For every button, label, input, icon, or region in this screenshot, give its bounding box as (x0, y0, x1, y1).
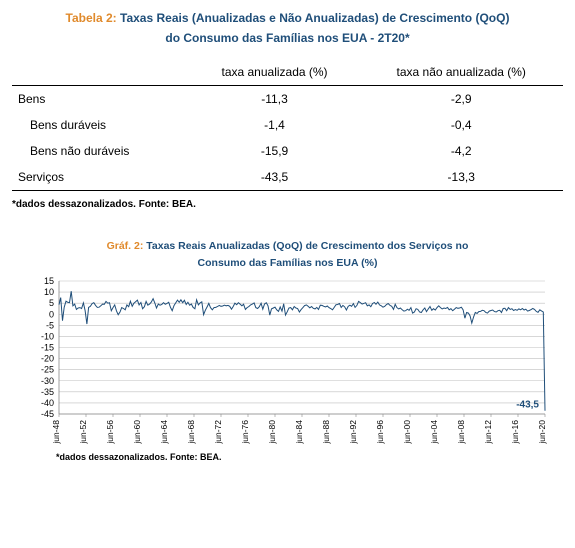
x-tick-label: jun-68 (186, 420, 196, 445)
x-tick-label: jun-60 (132, 420, 142, 445)
chart-title: Gráf. 2: Taxas Reais Anualizadas (QoQ) d… (12, 238, 563, 276)
x-tick-label: jun-76 (240, 420, 250, 445)
y-tick-label: -30 (40, 376, 53, 386)
y-tick-label: -5 (45, 321, 53, 331)
y-tick-label: 0 (48, 310, 53, 320)
row-v1: -11,3 (190, 85, 360, 112)
y-tick-label: -35 (40, 387, 53, 397)
table-header-row: taxa anualizada (%) taxa não anualizada … (12, 57, 563, 86)
x-tick-label: jun-04 (429, 420, 439, 445)
table-title: Tabela 2: Taxas Reais (Anualizadas e Não… (12, 8, 563, 49)
line-chart: -45-40-35-30-25-20-15-10-505 1015 jun-48 ju… (23, 275, 553, 450)
x-tick-label: jun-08 (456, 420, 466, 445)
table-title-prefix: Tabela 2: (66, 11, 117, 25)
row-v2: -4,2 (359, 138, 563, 164)
y-tick-label: -15 (40, 343, 53, 353)
row-v2: -0,4 (359, 112, 563, 138)
x-tick-label: jun-52 (78, 420, 88, 445)
table-row: Bens não duráveis-15,9-4,2 (12, 138, 563, 164)
y-tick-label: -10 (40, 332, 53, 342)
row-label: Serviços (12, 164, 190, 191)
row-label: Bens (12, 85, 190, 112)
y-tick-label: -40 (40, 398, 53, 408)
chart-block: Gráf. 2: Taxas Reais Anualizadas (QoQ) d… (12, 238, 563, 463)
y-tick-label: 10 (43, 287, 53, 297)
y-tick-label: 15 (43, 276, 53, 286)
col-header-0 (12, 57, 190, 86)
chart-footnote: *dados dessazonalizados. Fonte: BEA. (12, 452, 563, 462)
table-footnote: *dados dessazonalizados. Fonte: BEA. (12, 199, 563, 210)
col-header-1: taxa anualizada (%) (190, 57, 360, 86)
x-tick-label: jun-92 (348, 420, 358, 445)
table-row: Bens duráveis-1,4-0,4 (12, 112, 563, 138)
row-v2: -2,9 (359, 85, 563, 112)
x-tick-label: jun-16 (510, 420, 520, 445)
table-row: Serviços-43,5-13,3 (12, 164, 563, 191)
row-label: Bens não duráveis (12, 138, 190, 164)
callout-label: -43,5 (516, 400, 539, 411)
x-tick-label: jun-20 (537, 420, 547, 445)
y-tick-label: -20 (40, 354, 53, 364)
y-tick-label: -25 (40, 365, 53, 375)
table-title-line2: do Consumo das Famílias nos EUA - 2T20* (165, 31, 409, 45)
x-tick-label: jun-72 (213, 420, 223, 445)
y-tick-label: -45 (40, 409, 53, 419)
x-tick-label: jun-80 (267, 420, 277, 445)
row-v1: -43,5 (190, 164, 360, 191)
data-table: taxa anualizada (%) taxa não anualizada … (12, 57, 563, 191)
x-tick-label: jun-56 (105, 420, 115, 445)
row-label: Bens duráveis (12, 112, 190, 138)
x-tick-label: jun-12 (483, 420, 493, 445)
row-v1: -1,4 (190, 112, 360, 138)
row-v2: -13,3 (359, 164, 563, 191)
chart-title-prefix: Gráf. 2: (107, 240, 144, 252)
x-tick-label: jun-96 (375, 420, 385, 445)
table-title-line1: Taxas Reais (Anualizadas e Não Anualizad… (117, 11, 510, 25)
col-header-2: taxa não anualizada (%) (359, 57, 563, 86)
x-tick-label: jun-84 (294, 420, 304, 445)
x-tick-label: jun-48 (51, 420, 61, 445)
x-tick-label: jun-88 (321, 420, 331, 445)
y-tick-label: 5 (48, 299, 53, 309)
x-tick-label: jun-00 (402, 420, 412, 445)
chart-title-line1: Taxas Reais Anualizadas (QoQ) de Crescim… (143, 240, 468, 252)
x-tick-label: jun-64 (159, 420, 169, 445)
table-row: Bens-11,3-2,9 (12, 85, 563, 112)
chart-title-line2: Consumo das Famílias nos EUA (%) (198, 257, 378, 269)
row-v1: -15,9 (190, 138, 360, 164)
chart-wrap: -45-40-35-30-25-20-15-10-505 1015 jun-48 ju… (23, 275, 553, 450)
